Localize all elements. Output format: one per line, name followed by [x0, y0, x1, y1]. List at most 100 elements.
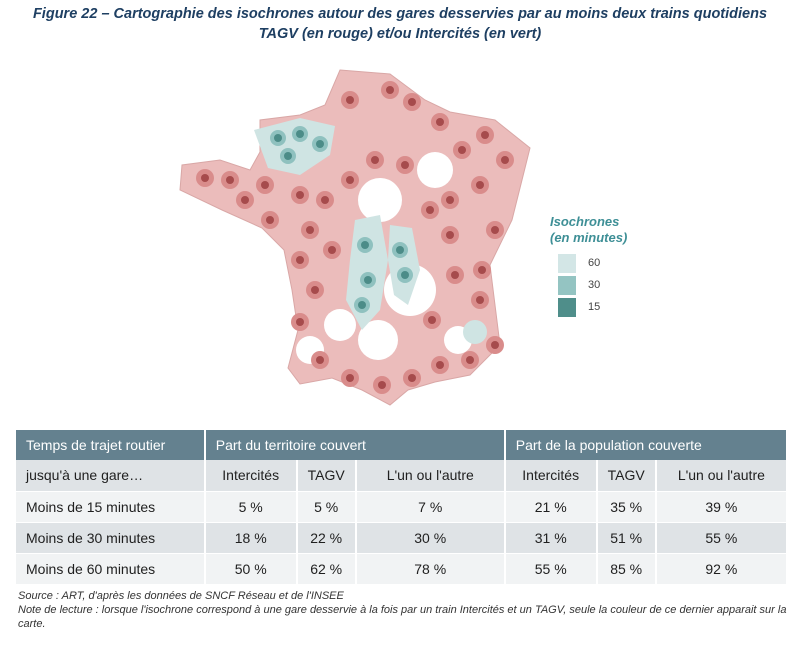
uncovered-area [233, 273, 257, 297]
row-label: Moins de 15 minutes [16, 491, 206, 523]
uncovered-area [417, 152, 453, 188]
tagv-isochrone-15 [346, 374, 354, 382]
tagv-isochrone-15 [466, 356, 474, 364]
table-cell: 55 % [655, 522, 789, 554]
intercites-isochrone-15 [396, 246, 404, 254]
legend-item-60: 60 [558, 252, 650, 274]
legend-item-15: 15 [558, 296, 650, 318]
tagv-isochrone-15 [436, 361, 444, 369]
header-travel-time: Temps de trajet routier [16, 430, 206, 460]
uncovered-area [358, 320, 398, 360]
row-label: Moins de 30 minutes [16, 522, 206, 554]
table-row: Moins de 15 minutes 5 % 5 % 7 % 21 % 35 … [16, 491, 789, 523]
table-subheader-row: jusqu'à une gare… Intercités TAGV L'un o… [16, 460, 789, 492]
table-cell: 85 % [596, 553, 657, 585]
uncovered-area [358, 178, 402, 222]
subheader-cell: L'un ou l'autre [655, 460, 789, 492]
tagv-isochrone-15 [226, 176, 234, 184]
header-population: Part de la population couverte [504, 430, 789, 460]
tagv-isochrone-15 [346, 96, 354, 104]
table-row: Moins de 30 minutes 18 % 22 % 30 % 31 % … [16, 522, 789, 554]
tagv-isochrone-15 [261, 181, 269, 189]
tagv-isochrone-15 [266, 216, 274, 224]
tagv-isochrone-15 [408, 98, 416, 106]
table-cell: 5 % [204, 491, 298, 523]
table-cell: 30 % [355, 522, 506, 554]
legend-swatch-60 [558, 253, 576, 273]
table-cell: 62 % [296, 553, 357, 585]
tagv-isochrone-15 [481, 131, 489, 139]
subheader-cell: TAGV [296, 460, 357, 492]
legend-swatch-15 [558, 297, 576, 317]
tagv-isochrone-15 [491, 341, 499, 349]
legend-swatch-30 [558, 275, 576, 295]
tagv-isochrone-15 [321, 196, 329, 204]
tagv-isochrone-15 [201, 174, 209, 182]
isochrone-map [150, 60, 630, 428]
subheader-cell: L'un ou l'autre [355, 460, 506, 492]
row-label: Moins de 60 minutes [16, 553, 206, 585]
tagv-isochrone-15 [446, 196, 454, 204]
table-cell: 7 % [355, 491, 506, 523]
tagv-isochrone-15 [476, 181, 484, 189]
intercites-isochrone-15 [401, 271, 409, 279]
tagv-isochrone-15 [386, 86, 394, 94]
table-cell: 22 % [296, 522, 357, 554]
intercites-isochrone-15 [316, 140, 324, 148]
tagv-isochrone-15 [241, 196, 249, 204]
footnotes: Source : ART, d'après les données de SNC… [18, 589, 788, 631]
table-cell: 18 % [204, 522, 298, 554]
tagv-isochrone-15 [296, 256, 304, 264]
table-cell: 35 % [596, 491, 657, 523]
tagv-isochrone-15 [401, 161, 409, 169]
france-map-svg [179, 69, 531, 406]
tagv-isochrone-15 [306, 226, 314, 234]
legend-title: Isochrones (en minutes) [550, 214, 650, 246]
reading-note: Note de lecture : lorsque l'isochrone co… [18, 604, 787, 630]
table-header-row: Temps de trajet routier Part du territoi… [16, 430, 789, 460]
tagv-isochrone-15 [296, 318, 304, 326]
table-cell: 51 % [596, 522, 657, 554]
legend-label-15: 15 [588, 301, 601, 313]
table-row: Moins de 60 minutes 50 % 62 % 78 % 55 % … [16, 553, 789, 585]
tagv-isochrone-15 [311, 286, 319, 294]
tagv-isochrone-15 [436, 118, 444, 126]
header-territory: Part du territoire couvert [204, 430, 506, 460]
tagv-isochrone-15 [371, 156, 379, 164]
table-cell: 92 % [655, 553, 789, 585]
intercites-isochrone-15 [274, 134, 282, 142]
subheader-cell: TAGV [596, 460, 657, 492]
tagv-isochrone-15 [476, 296, 484, 304]
tagv-isochrone-15 [446, 231, 454, 239]
legend-label-30: 30 [588, 279, 601, 291]
tagv-isochrone-15 [458, 146, 466, 154]
tagv-isochrone-15 [501, 156, 509, 164]
coverage-table: Temps de trajet routier Part du territoi… [16, 430, 789, 585]
subheader-cell: Intercités [504, 460, 598, 492]
table-cell: 31 % [504, 522, 598, 554]
tagv-isochrone-15 [296, 191, 304, 199]
subheader-cell: jusqu'à une gare… [16, 460, 206, 492]
table-cell: 78 % [355, 553, 506, 585]
table-cell: 50 % [204, 553, 298, 585]
intercites-isochrone-15 [364, 276, 372, 284]
figure-title: Figure 22 – Cartographie des isochrones … [10, 4, 790, 44]
source-note: Source : ART, d'après les données de SNC… [18, 590, 344, 602]
tagv-isochrone-15 [478, 266, 486, 274]
intercites-isochrone-15 [296, 130, 304, 138]
intercites-zone-alpes [463, 320, 487, 344]
intercites-isochrone-15 [361, 241, 369, 249]
figure-title-line2: TAGV (en rouge) et/ou Intercités (en ver… [258, 26, 542, 42]
table-cell: 55 % [504, 553, 598, 585]
figure-title-line1: Figure 22 – Cartographie des isochrones … [32, 6, 768, 22]
tagv-isochrone-15 [328, 246, 336, 254]
tagv-isochrone-15 [316, 356, 324, 364]
legend-label-60: 60 [588, 257, 601, 269]
table-cell: 39 % [655, 491, 789, 523]
uncovered-area [324, 309, 356, 341]
table-cell: 5 % [296, 491, 357, 523]
tagv-isochrone-15 [408, 374, 416, 382]
table-cell: 21 % [504, 491, 598, 523]
tagv-isochrone-15 [451, 271, 459, 279]
legend-title-line2: (en minutes) [550, 230, 628, 245]
